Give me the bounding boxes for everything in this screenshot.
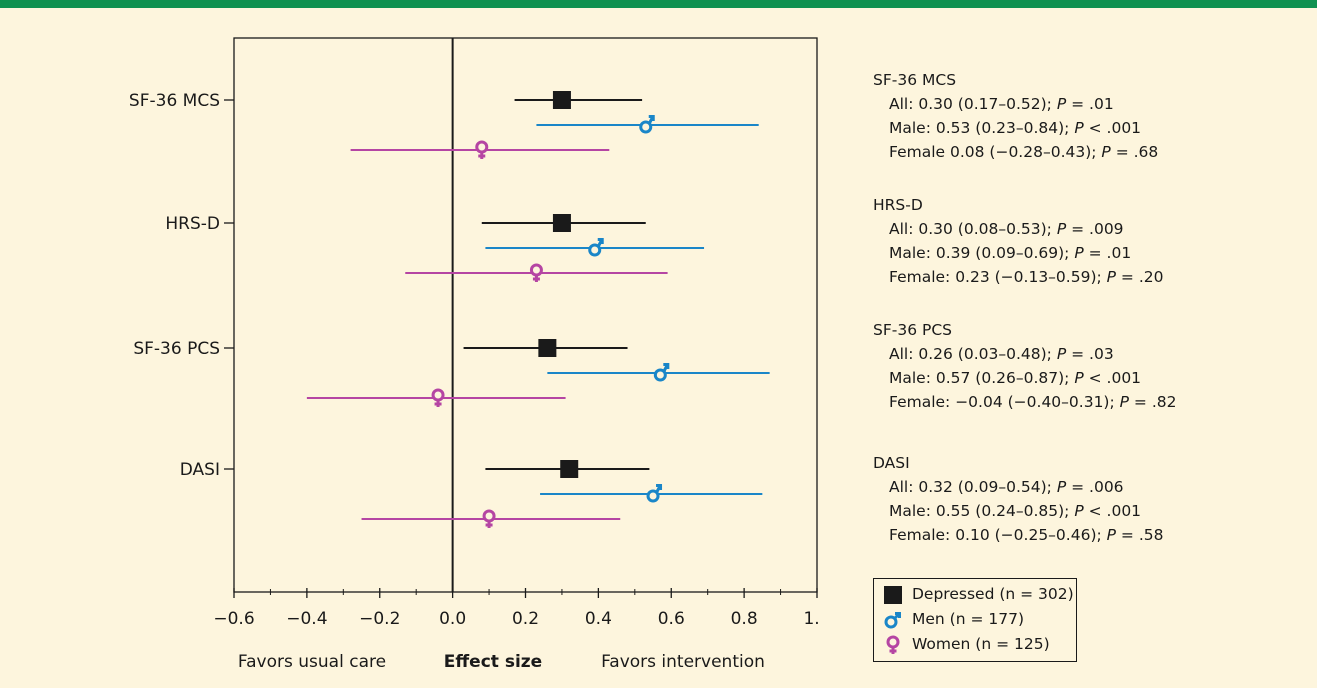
legend-label: Depressed (n = 302)	[912, 585, 1074, 603]
point-marker-male	[653, 368, 667, 382]
category-label: SF-36 MCS	[129, 91, 220, 111]
point-marker-female-cross	[485, 521, 493, 528]
category-label: HRS-D	[165, 214, 220, 234]
point-marker-female-cross	[434, 400, 442, 407]
plot-frame	[233, 37, 818, 593]
top-accent-bar	[0, 0, 1317, 8]
annotation-line: Male: 0.55 (0.24–0.85); P < .001	[889, 502, 1142, 520]
x-tick-label: −0.4	[286, 609, 327, 629]
point-marker-male-arrow	[655, 484, 663, 494]
point-marker-square	[552, 214, 571, 232]
x-tick-label: 0.0	[439, 609, 466, 629]
x-tick-label: 1.0	[803, 609, 820, 629]
annotation-line: All: 0.30 (0.08–0.53); P = .009	[889, 220, 1124, 238]
legend-label: Women (n = 125)	[912, 635, 1050, 653]
forest-plot: −0.6 −0.4 −0.2 0.0 0.2 0.4 0.6 0.8 1.0 Favors usu…	[129, 37, 820, 672]
x-tick-label: 0.4	[585, 609, 612, 629]
x-tick-label: −0.6	[213, 609, 254, 629]
annotation-line: Male: 0.57 (0.26–0.87); P < .001	[889, 369, 1142, 387]
x-axis-label: Effect size	[444, 652, 542, 672]
square-icon	[884, 585, 902, 604]
female-symbol-icon	[886, 635, 900, 654]
point-marker-male-arrow	[647, 115, 655, 125]
legend-item-depressed: Depressed (n = 302)	[882, 582, 1076, 607]
x-tick-label: −0.2	[359, 609, 400, 629]
x-tick-label: 0.8	[731, 609, 758, 629]
annotation-block: SF-36 PCS All: 0.26 (0.03–0.48); P = .03…	[873, 318, 1176, 414]
point-marker-square	[552, 91, 571, 109]
point-marker-male	[588, 243, 602, 257]
legend-label: Men (n = 177)	[912, 610, 1025, 628]
point-marker-female	[431, 388, 445, 402]
point-marker-male	[646, 489, 660, 503]
x-caption-left: Favors usual care	[238, 652, 386, 672]
point-marker-female	[529, 263, 543, 277]
point-marker-male-arrow	[662, 363, 670, 373]
annotation-line: Female 0.08 (−0.28–0.43); P = .68	[889, 143, 1159, 161]
point-marker-male	[639, 120, 653, 134]
point-marker-square	[538, 339, 557, 357]
point-marker-female	[482, 509, 496, 523]
annotation-line: Female: 0.23 (−0.13–0.59); P = .20	[889, 268, 1164, 286]
x-caption-right: Favors intervention	[601, 652, 765, 672]
annotation-block: DASI All: 0.32 (0.09–0.54); P = .006 Mal…	[873, 451, 1164, 547]
annotation-block: HRS-D All: 0.30 (0.08–0.53); P = .009 Ma…	[873, 193, 1164, 289]
annotation-line: All: 0.32 (0.09–0.54); P = .006	[889, 478, 1124, 496]
x-tick-label: 0.6	[658, 609, 685, 629]
annotation-line: All: 0.30 (0.17–0.52); P = .01	[889, 95, 1114, 113]
annotation-title: DASI	[873, 454, 910, 472]
category-label: DASI	[180, 460, 220, 480]
legend-item-men: Men (n = 177)	[882, 607, 1076, 632]
annotation-title: SF-36 MCS	[873, 71, 957, 89]
point-marker-female	[475, 140, 489, 154]
annotation-line: Female: −0.04 (−0.40–0.31); P = .82	[889, 393, 1177, 411]
point-marker-square	[560, 460, 579, 478]
point-marker-female-cross	[532, 275, 540, 282]
annotation-title: HRS-D	[873, 196, 923, 214]
chart-legend: Depressed (n = 302) Men (n = 177) Women …	[873, 578, 1077, 662]
annotation-title: SF-36 PCS	[873, 321, 953, 339]
annotation-line: All: 0.26 (0.03–0.48); P = .03	[889, 345, 1114, 363]
male-symbol-icon	[884, 611, 901, 628]
annotation-line: Female: 0.10 (−0.25–0.46); P = .58	[889, 526, 1164, 544]
point-marker-male-arrow	[596, 238, 604, 248]
annotation-line: Male: 0.39 (0.09–0.69); P = .01	[889, 244, 1132, 262]
legend-item-women: Women (n = 125)	[882, 632, 1076, 657]
category-label: SF-36 PCS	[133, 339, 220, 359]
x-tick-label: 0.2	[512, 609, 539, 629]
point-marker-female-cross	[478, 152, 486, 159]
annotation-block: SF-36 MCS All: 0.30 (0.17–0.52); P = .01…	[873, 68, 1158, 164]
annotation-line: Male: 0.53 (0.23–0.84); P < .001	[889, 119, 1142, 137]
